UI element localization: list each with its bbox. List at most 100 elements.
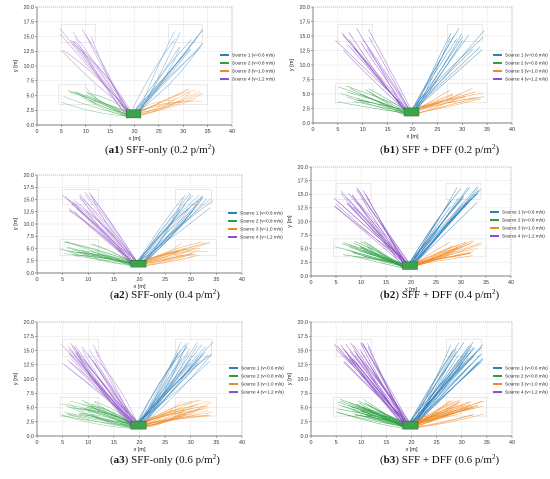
legend: Source 1 (v=0.6 m/s) Source 2 (v=0.8 m/s)… — [493, 366, 548, 395]
x-tick-label: 25 — [434, 440, 440, 446]
y-tick-label: 10.0 — [24, 222, 35, 228]
trajectory-line — [366, 197, 410, 264]
trajectory-line — [138, 32, 181, 116]
trajectory-line — [87, 353, 137, 424]
trajectory-line — [141, 250, 200, 265]
trajectory-line — [84, 194, 137, 265]
trajectory-line — [334, 205, 404, 266]
exit-marker — [130, 420, 147, 430]
y-tick-label: 0.0 — [303, 121, 311, 127]
trajectory-line — [407, 349, 454, 425]
caption-close-paren: ) — [125, 289, 131, 301]
y-tick-label: 7.5 — [303, 77, 311, 83]
y-tick-label: 12.5 — [298, 206, 309, 212]
source-area-box — [168, 84, 208, 105]
trajectory-line — [68, 90, 127, 115]
trajectory-line — [345, 85, 411, 111]
y-tick-label: 12.5 — [24, 210, 35, 216]
caption-text: SFF-only (0.4 p/m — [131, 289, 213, 301]
trajectory-line — [133, 46, 202, 113]
y-tick-label: 15.0 — [298, 348, 309, 354]
x-tick-label: 40 — [239, 277, 245, 283]
x-tick-label: 20 — [137, 277, 143, 283]
caption-text: SFF-only (0.6 p/m — [131, 454, 213, 466]
y-axis-label: y [m] — [13, 217, 19, 230]
exit-marker — [403, 107, 420, 117]
panel-caption: (a3) SFF-only (0.6 p/m2) — [110, 453, 220, 466]
trajectory-line — [412, 202, 478, 266]
trajectory-line — [415, 97, 480, 115]
trajectory-line — [340, 191, 410, 266]
source-area-box — [62, 189, 99, 205]
x-tick-label: 35 — [484, 440, 490, 446]
y-tick-label: 17.5 — [298, 334, 309, 340]
panel-a3: 0 5 10 15 20 25 30 35 40 0.0 2.5 5.0 7.5 10.0 12.5 15.0… — [13, 320, 284, 466]
panel-caption: (a2) SFF-only (0.4 p/m2) — [110, 288, 220, 301]
y-tick-label: 2.5 — [303, 106, 311, 112]
trajectory-line — [368, 29, 412, 110]
y-tick-label: 2.5 — [301, 260, 309, 266]
trajectory-line — [362, 39, 410, 110]
y-tick-label: 10.0 — [298, 377, 309, 383]
legend-label: Source 3 (v=1.0 m/s) — [240, 227, 283, 232]
x-tick-label: 20 — [409, 440, 415, 446]
trajectory-line — [136, 200, 213, 264]
exit-marker — [125, 109, 142, 119]
trajectory-line — [70, 401, 131, 428]
y-tick-label: 20.0 — [300, 5, 311, 11]
legend-label: Source 1 (v=0.6 m/s) — [505, 366, 548, 371]
trajectory-line — [414, 348, 471, 425]
x-tick-label: 10 — [85, 440, 91, 446]
grid — [36, 6, 233, 126]
legend-label: Source 3 (v=1.0 m/s) — [502, 226, 545, 231]
trajectory-line — [61, 414, 133, 429]
x-tick-label: 40 — [239, 440, 245, 446]
legend-label: Source 1 (v=0.6 m/s) — [505, 53, 548, 58]
panel-a2: 0 5 10 15 20 25 30 35 40 0.0 2.5 5.0 7.5 10.0 12.5 15.0… — [13, 173, 283, 301]
trajectory-line — [410, 356, 474, 428]
trajectory-line — [90, 195, 138, 262]
caption-close-paren: ) — [395, 289, 401, 301]
x-tick-label: 35 — [205, 129, 211, 135]
trajectory-line — [81, 29, 127, 115]
trajectory-line — [361, 241, 406, 270]
trajectory-line — [353, 256, 407, 270]
x-tick-label: 20 — [410, 127, 416, 133]
y-tick-label: 20.0 — [298, 320, 309, 326]
trajectory-line — [408, 361, 482, 426]
exit-marker — [402, 420, 419, 430]
caption-close: ) — [216, 289, 220, 301]
trajectory-line — [140, 211, 193, 264]
legend-label: Source 4 (v=1.2 m/s) — [505, 77, 548, 82]
x-axis-label: x [m] — [405, 287, 418, 293]
y-tick-label: 7.5 — [27, 79, 35, 85]
x-tick-label: 5 — [61, 277, 64, 283]
y-tick-label: 15.0 — [300, 34, 311, 40]
trajectory-line — [361, 352, 409, 424]
caption-close-paren: ) — [395, 454, 401, 466]
x-tick-label: 20 — [408, 280, 414, 286]
trajectory-line — [335, 203, 408, 266]
trajectory-line — [136, 49, 191, 113]
caption-id: b3 — [384, 454, 396, 466]
legend-label: Source 4 (v=1.2 m/s) — [240, 235, 283, 240]
caption-sup: 2 — [492, 288, 496, 296]
legend-label: Source 2 (v=0.8 m/s) — [502, 218, 545, 223]
trajectory-line — [333, 197, 410, 266]
trajectory-line — [73, 346, 135, 423]
trajectory-line — [80, 49, 127, 115]
source-area-box — [61, 24, 96, 43]
trajectory-line — [356, 189, 410, 264]
x-tick-label: 20 — [137, 440, 143, 446]
y-tick-label: 7.5 — [301, 233, 309, 239]
caption-close: ) — [495, 289, 499, 301]
caption-close-paren: ) — [395, 144, 401, 156]
x-tick-label: 25 — [156, 129, 162, 135]
y-tick-label: 20.0 — [24, 173, 35, 179]
panel-b2: 0 5 10 15 20 25 30 35 40 0.0 2.5 5.0 7.5 10.0 12.5 15.0… — [287, 165, 545, 301]
trajectory-line — [344, 349, 406, 425]
trajectory-line — [411, 36, 464, 112]
trajectory-line — [416, 40, 463, 112]
legend: Source 1 (v=0.6 m/s) Source 2 (v=0.8 m/s)… — [229, 366, 284, 395]
